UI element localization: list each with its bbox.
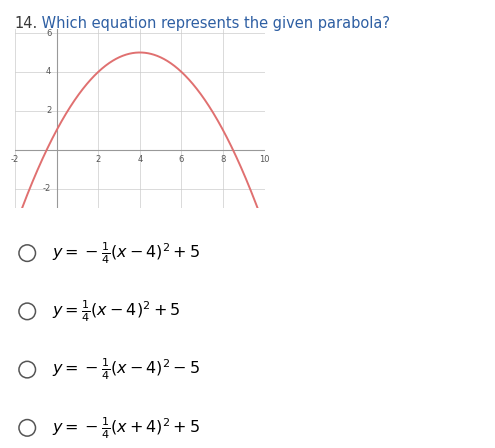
Text: 8: 8	[220, 155, 226, 164]
Text: 6: 6	[179, 155, 184, 164]
Text: 2: 2	[96, 155, 101, 164]
Text: 4: 4	[137, 155, 143, 164]
Text: $y = -\frac{1}{4}(x - 4)^2 - 5$: $y = -\frac{1}{4}(x - 4)^2 - 5$	[52, 357, 200, 383]
Text: $y = \frac{1}{4}(x - 4)^2 + 5$: $y = \frac{1}{4}(x - 4)^2 + 5$	[52, 298, 181, 324]
Text: 6: 6	[46, 29, 51, 38]
Text: $y = -\frac{1}{4}(x - 4)^2 + 5$: $y = -\frac{1}{4}(x - 4)^2 + 5$	[52, 240, 200, 266]
Text: 14.: 14.	[15, 16, 38, 30]
Text: $y = -\frac{1}{4}(x + 4)^2 + 5$: $y = -\frac{1}{4}(x + 4)^2 + 5$	[52, 415, 200, 441]
Text: -2: -2	[43, 184, 51, 194]
Text: 10: 10	[259, 155, 270, 164]
Text: 2: 2	[46, 107, 51, 116]
Text: 4: 4	[46, 68, 51, 77]
Text: -2: -2	[11, 155, 19, 164]
Text: Which equation represents the given parabola?: Which equation represents the given para…	[37, 16, 390, 30]
